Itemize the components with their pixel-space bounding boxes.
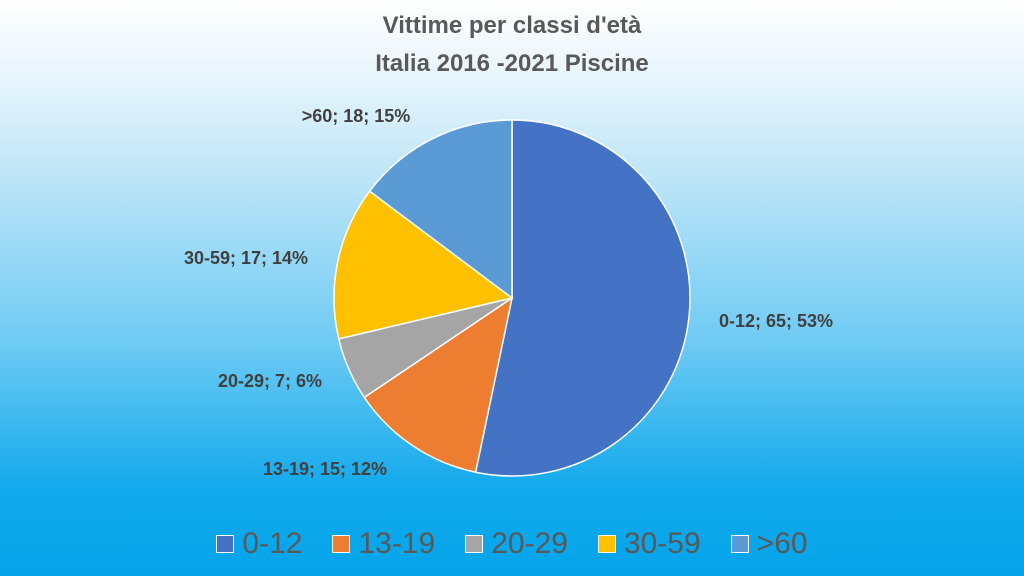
legend-label-20-29: 20-29 [491, 527, 568, 560]
legend-item-20-29[interactable]: 20-29 [465, 526, 568, 562]
pie-slice-30-59[interactable] [333, 190, 514, 340]
legend-item-13-19[interactable]: 13-19 [332, 526, 435, 562]
data-label-0-12: 0-12; 65; 53% [719, 311, 833, 331]
pie-slice-0-12[interactable] [474, 119, 691, 477]
legend-label-30-59: 30-59 [623, 527, 701, 560]
legend-item-30-59[interactable]: 30-59 [597, 526, 701, 562]
legend-label-0-12: 0-12 [242, 527, 303, 560]
chart-subtitle: Italia 2016 -2021 Piscine [375, 50, 649, 77]
legend-swatch-20-29 [465, 535, 484, 553]
data-label-over-60: >60; 18; 15% [302, 106, 411, 126]
legend-swatch-30-59 [597, 535, 616, 553]
legend-item-over-60[interactable]: >60 [730, 526, 808, 562]
legend-swatch-0-12 [216, 535, 235, 553]
legend-item-0-12[interactable]: 0-12 [216, 526, 302, 562]
pie-slice-over-60[interactable] [368, 119, 513, 300]
pie-slice-13-19[interactable] [363, 296, 514, 474]
legend-swatch-13-19 [332, 535, 351, 553]
chart-title: Vittime per classi d'età [382, 12, 642, 39]
legend-label-13-19: 13-19 [358, 527, 436, 560]
data-label-13-19: 13-19; 15; 12% [263, 459, 387, 479]
chart-legend: 0-12 13-19 20-29 30-59 >60 [0, 522, 1024, 566]
data-label-20-29: 20-29; 7; 6% [218, 371, 322, 391]
legend-label-over-60: >60 [756, 527, 808, 560]
legend-swatch-over-60 [730, 535, 749, 553]
data-label-30-59: 30-59; 17; 14% [184, 248, 308, 268]
